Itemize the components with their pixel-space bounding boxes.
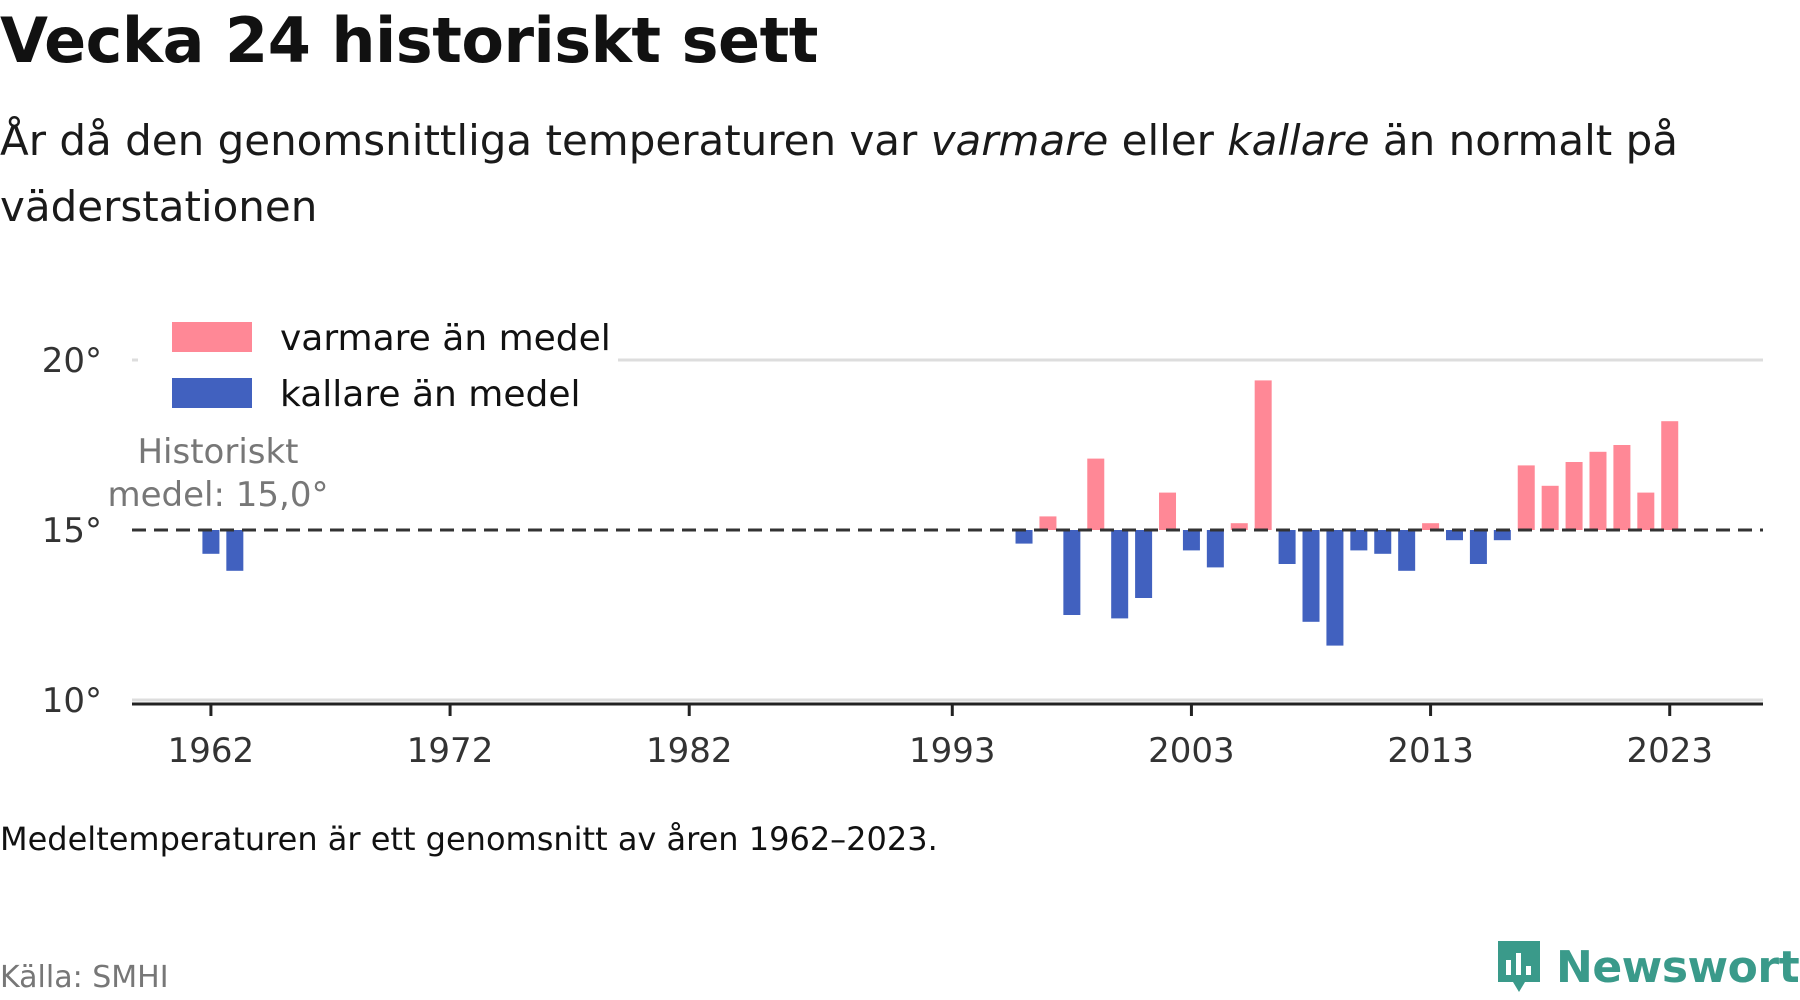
chart-title: Vecka 24 historiskt sett	[0, 4, 818, 77]
y-tick-label: 15°	[42, 511, 102, 551]
bar-cold	[202, 530, 220, 554]
x-tick-label: 1982	[646, 731, 733, 771]
average-label-line-2: medel: 15,0°	[108, 475, 329, 515]
bars	[202, 380, 1679, 646]
legend-swatch-warm	[172, 322, 252, 352]
bar-warm	[1637, 492, 1655, 530]
bar-cold	[1302, 530, 1320, 622]
brand-name: Newsworthy	[1556, 941, 1800, 993]
x-tick-label: 2023	[1626, 731, 1713, 771]
y-axis: 10° 15° 20°	[42, 341, 102, 721]
bar-warm	[1589, 451, 1607, 530]
x-tick-label: 1972	[407, 731, 494, 771]
x-tick-label: 2013	[1387, 731, 1474, 771]
subtitle-cold-word: kallare	[1227, 116, 1370, 165]
x-tick-label: 1962	[168, 731, 255, 771]
bar-warm	[1039, 516, 1057, 530]
subtitle-text-3: än normalt på väderstationen	[0, 116, 1678, 231]
bar-warm	[1517, 465, 1535, 530]
bar-cold	[226, 530, 244, 571]
subtitle-text-1: År då den genomsnittliga temperaturen va…	[0, 116, 931, 165]
bar-cold	[1182, 530, 1200, 551]
bar-warm	[1422, 523, 1440, 530]
legend-label-cold: kallare än medel	[280, 374, 580, 415]
temperature-bar-chart: 10° 15° 20° 1962 1972 1982 1993 2003 2013 2023 H…	[42, 314, 1763, 771]
bar-warm	[1087, 458, 1105, 530]
bar-warm	[1230, 523, 1248, 530]
bar-warm	[1254, 380, 1272, 530]
bar-cold	[1493, 530, 1511, 541]
bar-cold	[1326, 530, 1344, 646]
bar-warm	[1565, 462, 1583, 530]
bar-cold	[1206, 530, 1224, 568]
chart-subtitle: År då den genomsnittliga temperaturen va…	[0, 108, 1720, 240]
x-axis: 1962 1972 1982 1993 2003 2013 2023	[132, 702, 1763, 771]
bar-cold	[1469, 530, 1487, 564]
y-tick-label: 20°	[42, 341, 102, 381]
newsworthy-logo: Newsworthy	[1494, 938, 1800, 996]
bar-warm	[1613, 445, 1631, 530]
x-tick-label: 1993	[909, 731, 996, 771]
legend-swatch-cold	[172, 378, 252, 408]
bar-cold	[1063, 530, 1081, 615]
footnote: Medeltemperaturen är ett genomsnitt av å…	[0, 820, 938, 858]
bar-cold	[1350, 530, 1368, 551]
source-label: Källa: SMHI	[0, 960, 169, 995]
y-tick-label: 10°	[42, 681, 102, 721]
newsworthy-logo-icon	[1498, 941, 1540, 992]
bar-cold	[1398, 530, 1416, 571]
bar-cold	[1015, 530, 1033, 544]
legend: varmare än medel kallare än medel	[138, 314, 618, 420]
bar-cold	[1135, 530, 1153, 598]
bar-cold	[1374, 530, 1392, 554]
subtitle-text-2: eller	[1108, 116, 1228, 165]
legend-label-warm: varmare än medel	[280, 318, 611, 359]
bar-warm	[1661, 421, 1679, 530]
subtitle-warm-word: varmare	[930, 116, 1109, 165]
bar-warm	[1159, 492, 1177, 530]
x-tick-label: 2003	[1148, 731, 1235, 771]
average-label-line-1: Historiskt	[137, 432, 298, 472]
bar-cold	[1278, 530, 1296, 564]
bar-warm	[1541, 485, 1559, 530]
bar-cold	[1111, 530, 1129, 619]
bar-cold	[1445, 530, 1463, 541]
